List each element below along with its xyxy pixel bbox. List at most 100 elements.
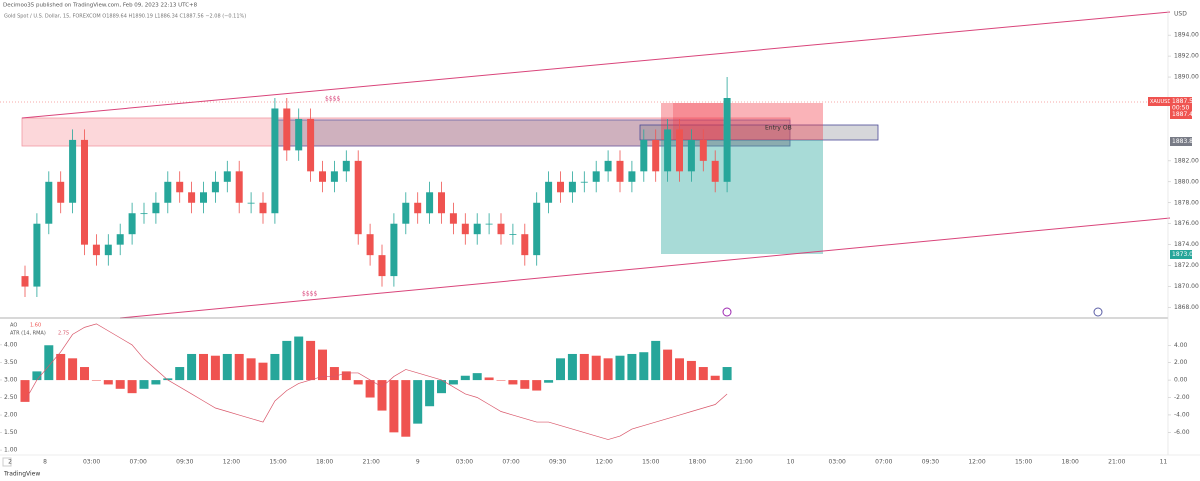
annotation: $$$$ — [325, 96, 340, 103]
y-tick-label: 1880.00 — [1174, 178, 1199, 185]
candle-body — [628, 171, 636, 182]
event-icon[interactable] — [1093, 307, 1103, 317]
ao-bar — [270, 353, 280, 381]
candle-body — [283, 108, 291, 151]
price-tag-text: 1883.88 — [1172, 138, 1197, 145]
candle-body — [378, 255, 386, 277]
y-tick-label: 1876.00 — [1174, 220, 1199, 227]
ao-bar — [508, 380, 518, 385]
channel-upper — [21, 11, 1171, 119]
ao-bar — [32, 371, 42, 381]
ao-bar — [294, 336, 304, 381]
ao-bar — [163, 378, 173, 381]
candle-body — [592, 171, 600, 182]
ao-bar — [603, 358, 613, 381]
legend: Gold Spot / U.S. Dollar, 15, FOREXCOM O1… — [4, 14, 246, 20]
x-tick-label: 12:00 — [223, 459, 240, 466]
ao-bar — [306, 340, 316, 381]
candle-body — [711, 160, 719, 182]
candle-body — [81, 139, 88, 245]
candle-body — [366, 234, 374, 256]
candle-body — [687, 139, 695, 172]
ao-bar — [651, 340, 661, 381]
candle-body — [580, 181, 588, 183]
ao-bar — [710, 375, 720, 381]
candle-body — [699, 139, 707, 161]
x-tick-label: 09:30 — [549, 459, 566, 466]
ao-bar — [425, 380, 435, 407]
ao-bar — [68, 358, 78, 381]
header: Decimoo35 published on TradingView.com, … — [3, 3, 198, 9]
ao-bar — [627, 353, 637, 381]
candle-body — [557, 181, 564, 193]
x-tick-label: 15:00 — [1015, 459, 1032, 466]
x-tick-label: 03:00 — [829, 459, 846, 466]
ao-bar — [556, 358, 565, 381]
y-tick-label: 3.50 — [4, 359, 18, 366]
legend-value: 2.75 — [58, 331, 69, 337]
y-tick-label: 1882.00 — [1174, 157, 1199, 164]
ao-bar — [139, 380, 149, 389]
y-tick-label: 2.50 — [4, 394, 18, 401]
candle-body — [271, 108, 279, 214]
candle-body — [247, 202, 255, 204]
candle-body — [568, 181, 576, 193]
candle-body — [69, 139, 77, 203]
candle-body — [545, 181, 553, 203]
x-tick-label: 18:00 — [689, 459, 706, 466]
price-tag — [1170, 137, 1192, 146]
y2-tick-label: 0.00 — [1174, 377, 1188, 384]
symbol-tag-text: XAUUSD — [1150, 99, 1171, 105]
ao-bar — [663, 349, 673, 381]
timezone-button[interactable] — [2, 457, 12, 467]
candle-body — [176, 181, 184, 193]
candle-body — [533, 202, 541, 256]
ao-bar — [56, 353, 66, 381]
ao-bar — [686, 360, 696, 381]
x-tick-label: 07:00 — [502, 459, 519, 466]
candle-body — [104, 244, 112, 256]
entry-block — [639, 124, 879, 141]
candle-body — [116, 234, 124, 245]
ao-bar — [437, 380, 446, 394]
ao-bar — [91, 380, 101, 381]
candle-body — [330, 171, 338, 182]
x-tick-label: 07:00 — [130, 459, 147, 466]
x-tick-label: 18:00 — [1062, 459, 1079, 466]
candle-body — [640, 139, 648, 172]
candle-body — [497, 223, 505, 235]
x-tick-label: 18:00 — [316, 459, 333, 466]
annotation: Entry OB — [765, 125, 792, 132]
candle-body — [723, 98, 731, 182]
candle-body — [164, 181, 172, 203]
target-zone — [661, 140, 823, 254]
y-tick-label: 1894.00 — [1174, 32, 1199, 39]
ao-bar — [591, 355, 601, 381]
legend-value: 1.60 — [30, 323, 41, 329]
y-tick-label: 1878.00 — [1174, 199, 1199, 206]
candle-body — [390, 223, 398, 277]
candle-body — [521, 234, 529, 256]
x-tick-label: 21:00 — [735, 459, 752, 466]
price-tag-text: 1887.56 — [1172, 98, 1197, 105]
price-tag-text: 1873.05 — [1172, 251, 1197, 258]
candle-body — [92, 244, 100, 256]
candle-body — [461, 223, 469, 235]
candle-body — [57, 181, 65, 203]
candle-body — [235, 171, 243, 203]
x-tick-label: 03:00 — [83, 459, 100, 466]
y-tick-label: 1890.00 — [1174, 74, 1199, 81]
x-tick-label: 09:30 — [176, 459, 193, 466]
ao-bar — [199, 353, 208, 381]
candle-body — [45, 181, 53, 224]
candle-body — [21, 276, 29, 287]
candle-body — [438, 192, 445, 214]
ao-bar — [44, 345, 54, 381]
candle-body — [354, 160, 362, 235]
event-icon[interactable] — [722, 307, 732, 317]
candle-body — [152, 202, 160, 214]
y-tick-label: 1.00 — [4, 447, 18, 454]
ao-bar — [151, 380, 161, 385]
